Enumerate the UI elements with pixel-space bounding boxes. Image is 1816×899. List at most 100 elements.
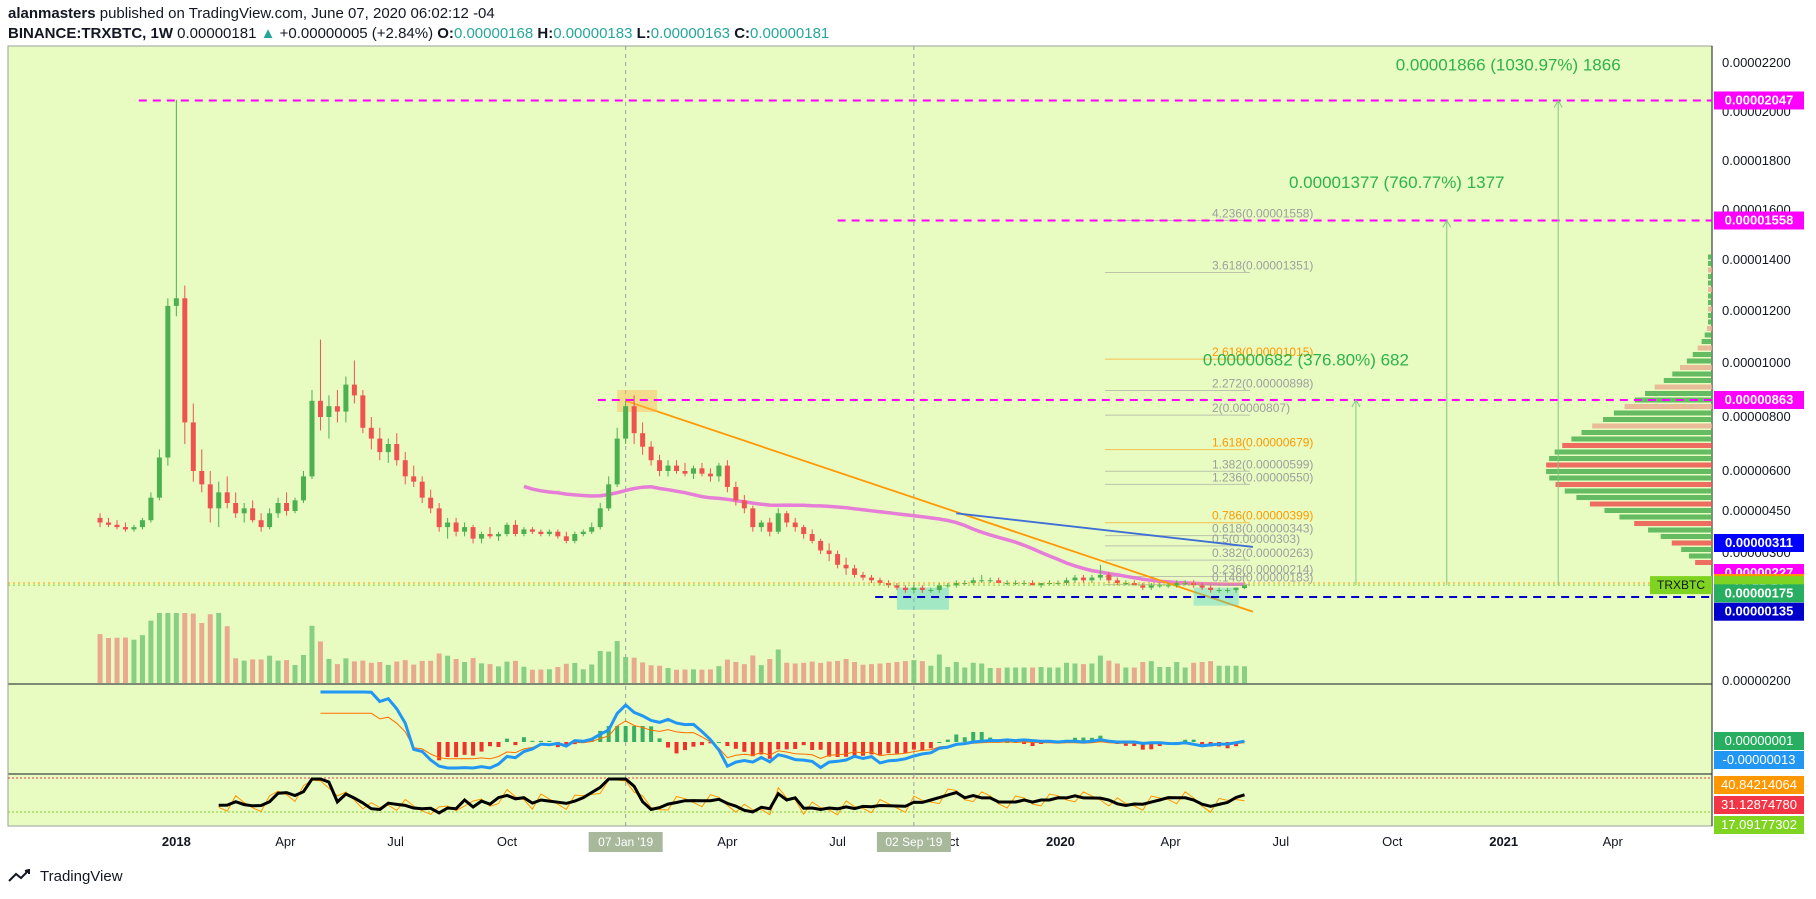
volume-profile-bar [1654,384,1712,390]
fib-level-label: 4.236(0.00001558) [1212,207,1313,221]
volume-bar [1233,665,1239,683]
volume-bar [1038,667,1044,683]
macd-histogram-bar [852,742,857,757]
volume-bar [1191,662,1197,683]
high-label: H: [537,25,554,42]
target-label: 0.00000682 (376.80%) 682 [1203,351,1409,370]
brand-name[interactable]: TradingView [40,868,123,885]
macd-histogram-bar [962,737,967,742]
candle-body [1216,590,1222,591]
volume-bar [521,666,527,683]
volume-bar [368,662,374,683]
candle-body [1140,585,1146,588]
volume-profile-bar [1672,371,1712,377]
volume-bar [224,626,230,683]
candle-body [1080,577,1086,581]
volume-bar [801,662,807,683]
candle-body [1131,583,1137,586]
candle-body [996,580,1002,583]
volume-profile-bar [1546,469,1712,474]
fib-level-label: 2.618(0.00001015) [1212,345,1313,359]
volume-profile-bar [1624,404,1712,409]
candle-body [546,531,552,535]
candle-body [1191,583,1197,586]
candle-body [453,522,459,532]
candle-body [809,534,815,541]
volume-bar [233,658,239,683]
candle-body [572,534,578,541]
author-name[interactable]: alanmasters [8,5,96,22]
volume-bar [835,660,841,683]
macd-histogram-bar [767,742,772,759]
candle-body [1063,580,1069,583]
volume-bar [106,638,112,683]
macd-histogram-bar [776,742,781,750]
candle-body [309,400,315,477]
candle-body [156,457,162,498]
fib-level-label: 2(0.00000807) [1212,401,1290,415]
high-value: 0.00000183 [553,25,633,42]
volume-bar [597,650,603,683]
candle-body [877,580,883,583]
candle-body [1208,587,1214,590]
volume-bar [1174,662,1180,683]
candle-body [411,476,417,482]
rsi-badge-label: 17.09177302 [1721,817,1797,832]
candle-body [351,384,357,396]
volume-bar [131,639,137,683]
volume-bar [301,654,307,683]
candle-body [690,468,696,474]
publish-text: published on TradingView.com, June 07, 2… [99,5,495,22]
volume-bar [724,659,730,683]
candle-body [385,444,391,453]
volume-bar [1030,667,1036,683]
candle-body [648,446,654,461]
volume-profile-bar [1695,560,1712,565]
volume-bar [165,613,171,683]
symbol-label[interactable]: BINANCE:TRXBTC, 1W [8,25,173,42]
volume-bar [648,665,654,683]
volume-bar [529,669,535,683]
symbol-badge-label: TRXBTC [1657,578,1705,592]
volume-bar [411,664,417,683]
macd-histogram-bar [894,742,899,754]
volume-profile-bar [1708,313,1712,318]
volume-bar [1114,663,1120,683]
candle-body [462,527,468,532]
volume-bar [122,637,128,683]
volume-bar [758,665,764,683]
macd-badge [1714,751,1804,769]
volume-bar [428,660,434,683]
volume-profile-bar [1619,514,1712,520]
candle-body [1242,585,1248,589]
macd-histogram-bar [954,734,959,742]
volume-bar [928,665,934,683]
macd-histogram-bar [759,742,764,755]
volume-bar [385,664,391,683]
volume-bar [1021,667,1027,683]
candle-body [784,513,790,523]
candle-body [148,497,154,521]
macd-histogram-bar [1149,742,1154,750]
volume-bar [809,661,815,683]
macd-histogram-bar [632,726,637,742]
volume-profile-bar [1708,267,1712,273]
macd-histogram-bar [1022,742,1027,744]
candle-body [902,587,908,590]
change-up-icon: ▲ [260,25,276,42]
volume-bar [1165,667,1171,683]
x-tick-label: Apr [275,834,296,849]
volume-profile-bar [1697,345,1712,351]
candle-body [97,517,103,523]
macd-histogram-bar [801,742,806,746]
x-tick-label: 2020 [1046,834,1075,849]
volume-bar [156,613,162,683]
price-tick-label: 0.00001800 [1722,153,1791,168]
volume-profile-bar [1576,495,1712,500]
volume-bar [1072,663,1078,683]
price-badge [1714,584,1804,603]
low-value: 0.00000163 [650,25,731,42]
candle-body [1097,574,1103,578]
candle-body [835,554,841,565]
